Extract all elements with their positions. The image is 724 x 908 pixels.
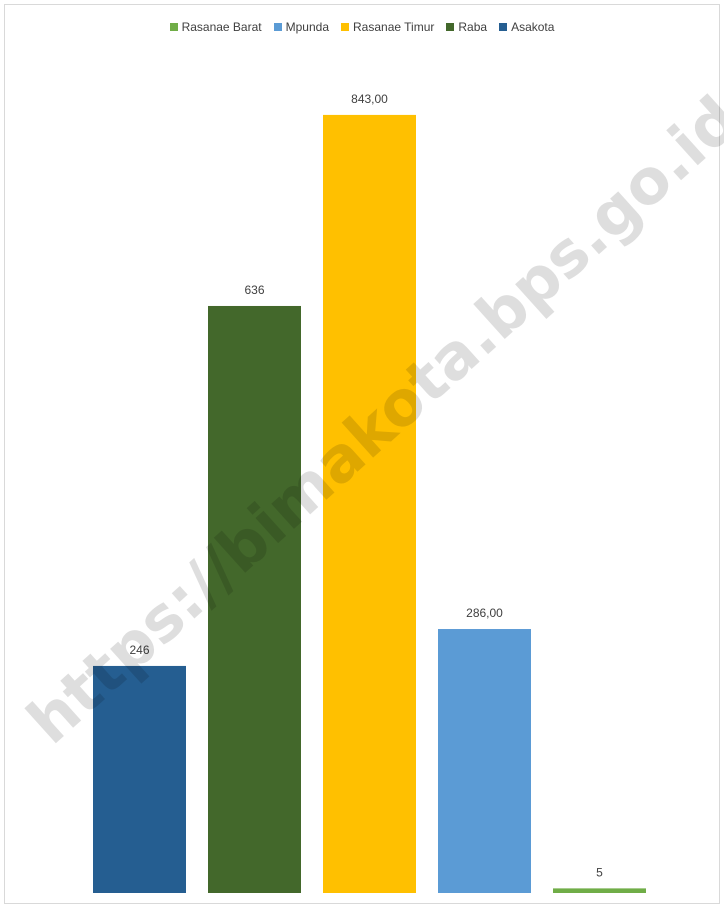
legend-label: Asakota	[511, 20, 555, 34]
legend-swatch	[273, 23, 282, 31]
legend-swatch	[446, 23, 455, 31]
data-label: 5	[596, 865, 603, 879]
data-label: 843,00	[351, 92, 388, 106]
legend-label: Raba	[458, 20, 488, 34]
data-label: 286,00	[466, 606, 503, 620]
chart-legend: Rasanae Barat Mpunda Rasanae Timur Raba Asak…	[0, 20, 724, 34]
bars-group	[93, 114, 646, 893]
data-label: 246	[129, 643, 149, 657]
data-label: 636	[244, 283, 264, 297]
legend-item: Asakota	[499, 20, 554, 34]
legend-item: Mpunda	[273, 20, 329, 34]
bar-raba	[208, 305, 301, 893]
legend-label: Rasanae Timur	[353, 20, 435, 34]
legend-swatch	[169, 23, 178, 31]
legend-item: Rasanae Timur	[341, 20, 434, 34]
legend-swatch	[499, 23, 508, 31]
bar-rasanae-barat	[553, 888, 646, 893]
bar-mpunda	[438, 629, 531, 893]
data-labels-group: 246 636 843,00 286,00 5	[129, 92, 603, 879]
legend-item: Raba	[446, 20, 487, 34]
bar-rasanae-timur	[323, 114, 416, 893]
bar-asakota	[93, 665, 186, 893]
legend-swatch	[341, 23, 349, 31]
legend-label: Mpunda	[285, 20, 329, 34]
legend-label: Rasanae Barat	[181, 20, 262, 34]
legend-item: Rasanae Barat	[169, 20, 262, 34]
